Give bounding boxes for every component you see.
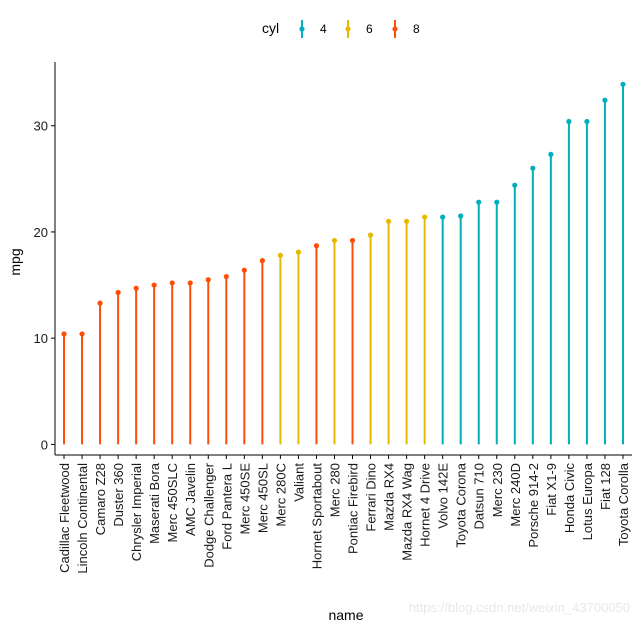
- x-tick-label: Volvo 142E: [436, 463, 451, 529]
- lollipop-point: [277, 252, 283, 258]
- x-tick-label: Mazda RX4 Wag: [400, 463, 415, 561]
- chart-marks: [61, 81, 626, 445]
- x-tick-label: Pontiac Firebird: [346, 463, 361, 554]
- lollipop-point: [133, 285, 139, 291]
- x-tick-label: Toyota Corolla: [616, 462, 631, 546]
- legend-title: cyl: [262, 20, 279, 36]
- x-tick-label: Merc 240D: [508, 463, 523, 527]
- x-tick-label: Merc 450SLC: [165, 463, 180, 542]
- legend-key-point: [392, 26, 398, 32]
- lollipop-point: [548, 151, 554, 158]
- lollipop-point: [602, 97, 608, 103]
- x-tick-label: Merc 450SL: [255, 463, 270, 533]
- legend-key-point: [345, 26, 351, 32]
- x-tick-label: Merc 280: [327, 463, 342, 517]
- x-tick-label: Dodge Challenger: [201, 462, 216, 567]
- lollipop-point: [530, 165, 536, 171]
- x-tick-label: Hornet 4 Drive: [418, 463, 433, 547]
- x-tick-label: Hornet Sportabout: [309, 463, 324, 570]
- x-tick-label: Merc 280C: [273, 463, 288, 527]
- lollipop-point: [385, 218, 392, 224]
- legend-label: 8: [413, 22, 420, 36]
- y-tick-label: 30: [34, 119, 48, 134]
- watermark-text: https://blog.csdn.net/weixin_43700050: [409, 600, 630, 615]
- x-tick-label: Camaro Z28: [93, 463, 108, 535]
- y-axis-title: mpg: [7, 248, 23, 275]
- x-tick-label: Datsun 710: [472, 463, 487, 530]
- lollipop-point: [187, 280, 193, 286]
- lollipop-point: [620, 81, 626, 87]
- legend-label: 4: [320, 22, 327, 36]
- x-tick-label: Porsche 914-2: [526, 463, 541, 548]
- legend: cyl 4 6 8: [262, 20, 420, 38]
- lollipop-point: [404, 218, 410, 224]
- x-tick-label: Merc 450SE: [237, 463, 252, 535]
- lollipop-point: [259, 258, 265, 264]
- x-tick-label: Duster 360: [111, 463, 126, 527]
- y-tick-label: 0: [41, 437, 48, 452]
- x-tick-label: Fiat 128: [598, 463, 613, 510]
- x-ticks: Cadillac Fleetwood Lincoln Continental Cam…: [57, 455, 631, 574]
- lollipop-point: [566, 118, 572, 125]
- x-tick-label: Cadillac Fleetwood: [57, 463, 72, 573]
- lollipop-point: [512, 182, 518, 188]
- legend-label: 6: [366, 22, 373, 36]
- axes: 0 10 20 30 Cadillac Fleetwood Lincoln Contin…: [34, 62, 632, 574]
- x-tick-label: Ford Pantera L: [219, 463, 234, 550]
- x-tick-label: Toyota Corona: [454, 462, 469, 547]
- legend-key-point: [299, 26, 305, 32]
- lollipop-point: [584, 118, 590, 125]
- lollipop-point: [115, 289, 121, 296]
- lollipop-point: [169, 280, 175, 286]
- x-tick-label: Honda Civic: [562, 463, 577, 534]
- x-axis-title: name: [328, 607, 363, 623]
- x-tick-label: Valiant: [291, 463, 306, 502]
- y-ticks: 0 10 20 30: [34, 119, 55, 452]
- lollipop-point: [61, 331, 67, 337]
- x-tick-label: AMC Javelin: [183, 463, 198, 536]
- lollipop-point: [97, 300, 103, 306]
- x-tick-label: Maserati Bora: [147, 462, 162, 544]
- lollipop-point: [440, 214, 446, 220]
- y-tick-label: 10: [34, 331, 48, 346]
- x-tick-label: Lincoln Continental: [75, 463, 90, 574]
- lollipop-point: [295, 249, 302, 255]
- lollipop-point: [494, 199, 500, 205]
- x-tick-label: Mazda RX4: [382, 463, 397, 531]
- x-tick-label: Merc 230: [490, 463, 505, 517]
- x-tick-label: Ferrari Dino: [364, 463, 379, 532]
- lollipop-point: [476, 199, 482, 205]
- lollipop-point: [422, 214, 428, 220]
- lollipop-point: [223, 273, 229, 280]
- lollipop-point: [79, 331, 85, 337]
- y-tick-label: 20: [34, 225, 48, 240]
- lollipop-point: [367, 232, 374, 238]
- x-tick-label: Fiat X1-9: [544, 463, 559, 516]
- lollipop-point: [331, 237, 338, 244]
- lollipop-point: [151, 282, 157, 288]
- lollipop-point: [241, 267, 247, 273]
- x-tick-label: Chrysler Imperial: [129, 463, 144, 561]
- lollipop-point: [349, 237, 356, 244]
- lollipop-point: [205, 277, 211, 283]
- x-tick-label: Lotus Europa: [580, 462, 595, 540]
- lollipop-point: [458, 213, 464, 219]
- lollipop-point: [313, 243, 320, 249]
